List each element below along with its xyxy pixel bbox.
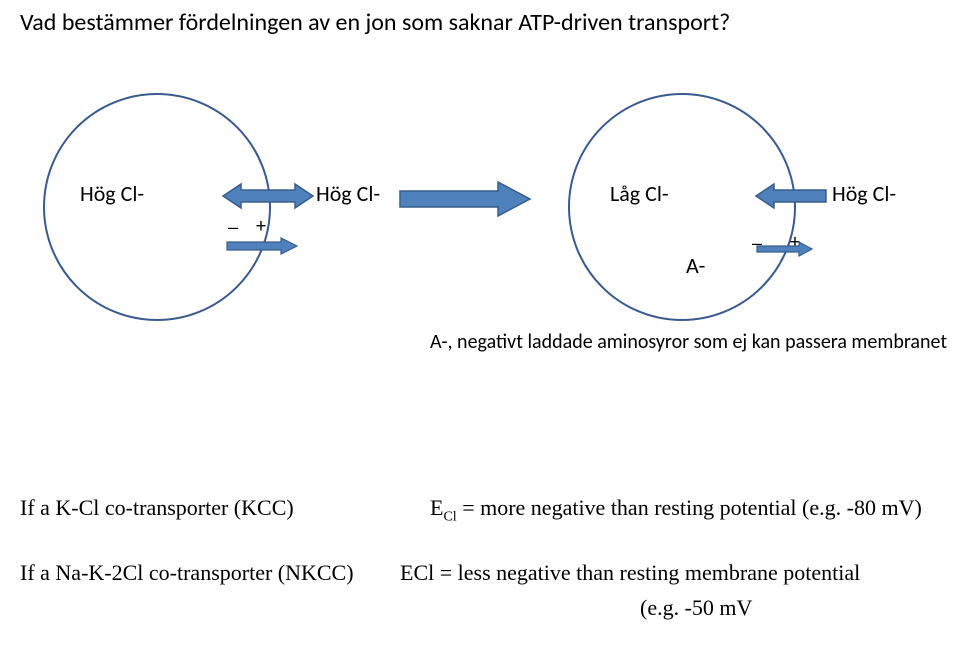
left-arrow-right-icon [756,184,826,208]
big-right-arrow-icon [400,182,530,216]
footer-kcc-right-sub: Cl [443,509,456,524]
label-hogcl-left-outside: Hög Cl- [316,180,380,207]
label-hogcl-right-outside: Hög Cl- [832,180,896,207]
plus-sign-left: + [256,214,266,238]
footer-kcc-right: ECl = more negative than resting potenti… [430,495,922,525]
label-hogcl-left-inside: Hög Cl- [80,180,144,207]
double-arrow-icon [223,184,313,208]
footer-nkcc-right: ECl = less negative than resting membran… [400,560,860,586]
footer-kcc-right-pre: E [430,495,443,520]
minus-sign-left: _ [228,208,238,232]
footer-nkcc-left: If a Na-K-2Cl co-transporter (NKCC) [20,560,354,586]
tiny-right-arrow-right-icon [757,242,812,256]
footer-nkcc-right2: (e.g. -50 mV [640,595,752,621]
page-title: Vad bestämmer fördelningen av en jon som… [20,8,730,37]
label-lagcl-right-inside: Låg Cl- [610,180,669,207]
caption-a-minus: A-, negativt laddade aminosyror som ej k… [430,330,947,354]
label-a-minus: A- [686,252,705,279]
small-right-arrow-left-icon [227,238,297,254]
footer-kcc-left: If a K-Cl co-transporter (KCC) [20,495,294,521]
footer-kcc-right-post: = more negative than resting potential (… [457,495,922,520]
